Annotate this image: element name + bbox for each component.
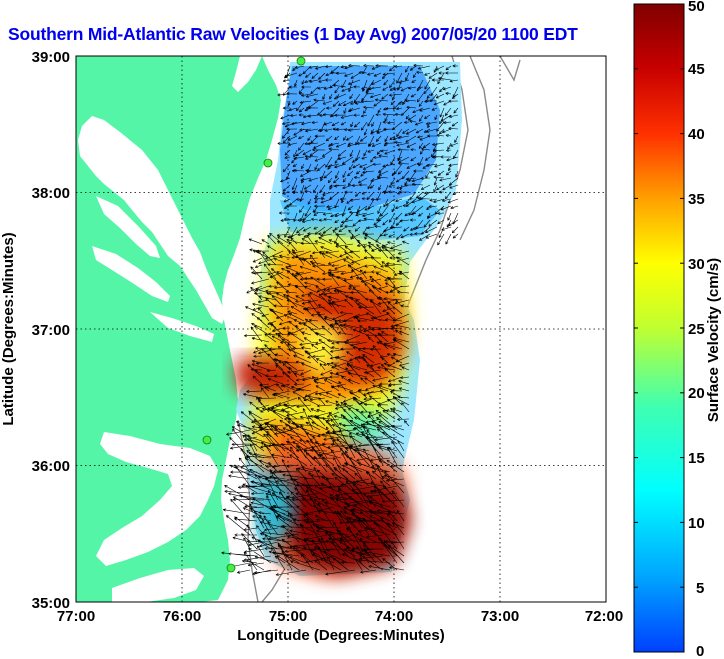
x-tick-label: 75:00 xyxy=(269,608,307,625)
figure-title: Southern Mid-Atlantic Raw Velocities (1 … xyxy=(8,24,578,44)
pamlico-sound xyxy=(96,432,218,566)
y-tick-label: 35:00 xyxy=(32,595,70,612)
colorbar-tick-label: 50 xyxy=(688,0,705,15)
plot-frame xyxy=(75,55,607,603)
colorbar-tick-label: 10 xyxy=(688,515,705,532)
y-tick-label: 36:00 xyxy=(32,458,70,475)
x-tick-labels: 77:00 76:00 75:00 74:00 73:00 72:00 xyxy=(57,608,623,625)
radar-site-marker xyxy=(226,563,236,573)
current-vectors xyxy=(221,63,459,577)
y-tick-label: 37:00 xyxy=(32,322,70,339)
colorbar-tick-label: 40 xyxy=(688,126,705,143)
x-tick-label: 77:00 xyxy=(57,608,95,625)
colorbar-tick-label: 15 xyxy=(688,450,705,467)
colorbar-tick-label: 25 xyxy=(688,321,705,338)
x-tick-label: 73:00 xyxy=(481,608,519,625)
colorbar-tick-label: 0 xyxy=(696,643,704,659)
colorbar-tick-label: 5 xyxy=(696,580,704,597)
colorbar-ticks xyxy=(634,68,684,588)
colorbar-tick-label: 30 xyxy=(688,256,705,273)
vector-arrows xyxy=(221,63,459,577)
colorbar xyxy=(633,3,685,653)
colorbar-tick-labels: 50 45 40 35 30 25 20 15 10 5 0 xyxy=(688,0,705,659)
radar-sites xyxy=(202,56,306,573)
x-tick-label: 76:00 xyxy=(163,608,201,625)
x-axis-title: Longitude (Degrees:Minutes) xyxy=(237,627,445,644)
x-tick-label: 72:00 xyxy=(585,608,623,625)
y-tick-labels: 39:00 38:00 37:00 36:00 35:00 xyxy=(32,49,70,612)
x-tick-label: 74:00 xyxy=(375,608,413,625)
radar-site-marker xyxy=(202,435,212,445)
radar-site-marker xyxy=(263,158,273,168)
colorbar-tick-label: 45 xyxy=(688,61,705,78)
y-tick-label: 39:00 xyxy=(32,49,70,66)
y-axis-title: Latitude (Degrees:Minutes) xyxy=(0,232,17,425)
radar-site-marker xyxy=(296,56,306,66)
grid-lines xyxy=(76,56,606,602)
chesapeake-bay xyxy=(78,116,226,324)
colorbar-tick-label: 35 xyxy=(688,191,705,208)
y-tick-label: 38:00 xyxy=(32,185,70,202)
colorbar-tick-label: 20 xyxy=(688,385,705,402)
colorbar-title: Surface Velocity (cm/s) xyxy=(705,258,722,422)
